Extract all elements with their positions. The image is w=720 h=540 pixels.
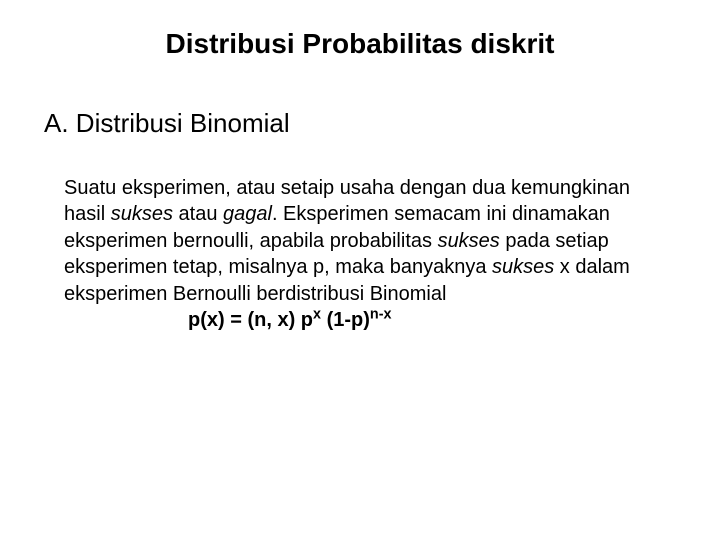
italic-text: sukses (492, 256, 554, 278)
formula-lhs: p(x) = (n, x) p (188, 309, 313, 331)
section-heading: A. Distribusi Binomial (44, 108, 672, 139)
italic-text: sukses (111, 203, 173, 225)
italic-text: sukses (438, 230, 500, 252)
formula-sup: n-x (370, 306, 392, 322)
italic-text: gagal (223, 203, 272, 225)
slide: Distribusi Probabilitas diskrit A. Distr… (0, 0, 720, 540)
body-text: atau (173, 203, 223, 225)
formula: p(x) = (n, x) px (1-p)n-x (188, 309, 672, 332)
body-paragraph: Suatu eksperimen, atau setaip usaha deng… (64, 175, 664, 307)
formula-mid: (1-p) (321, 309, 370, 331)
formula-sup: x (313, 306, 321, 322)
slide-title: Distribusi Probabilitas diskrit (48, 28, 672, 60)
